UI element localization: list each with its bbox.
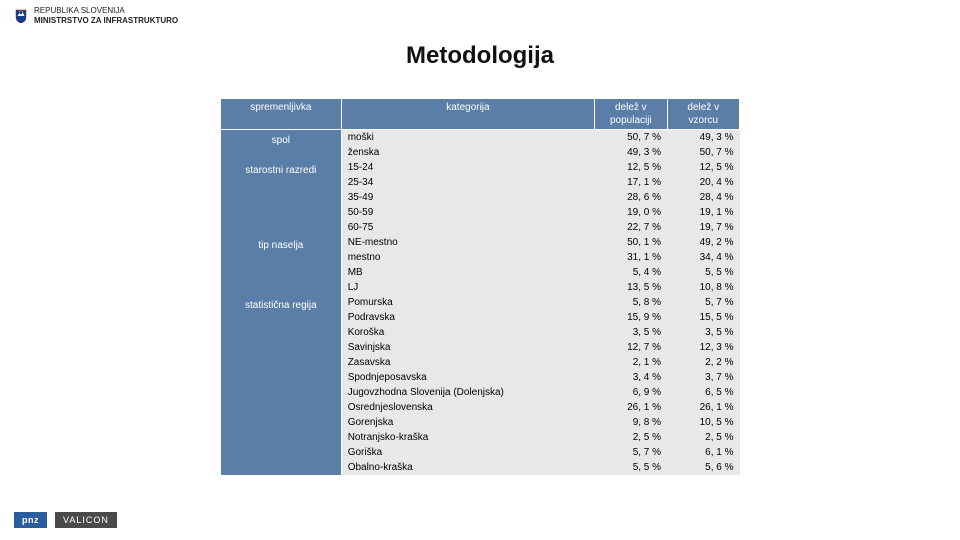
sample-share-cell: 3, 7 % [667, 370, 739, 385]
valicon-logo: VALICON [55, 512, 117, 528]
sample-share-cell: 2, 5 % [667, 430, 739, 445]
table-row: statistična regijaPomurska5, 8 %5, 7 % [221, 295, 740, 310]
category-cell: Podravska [341, 310, 594, 325]
th-pop-share: delež v populaciji [595, 99, 667, 130]
category-cell: MB [341, 265, 594, 280]
th-sample-share: delež v vzorcu [667, 99, 739, 130]
pop-share-cell: 3, 5 % [595, 325, 667, 340]
sample-share-cell: 49, 2 % [667, 235, 739, 250]
category-cell: 25-34 [341, 175, 594, 190]
sample-share-cell: 20, 4 % [667, 175, 739, 190]
category-cell: moški [341, 130, 594, 146]
category-cell: Osrednjeslovenska [341, 400, 594, 415]
table-row: tip naseljaNE-mestno50, 1 %49, 2 % [221, 235, 740, 250]
variable-cell: spol [221, 130, 342, 161]
category-cell: Spodnjeposavska [341, 370, 594, 385]
sample-share-cell: 12, 3 % [667, 340, 739, 355]
category-cell: Pomurska [341, 295, 594, 310]
sample-share-cell: 15, 5 % [667, 310, 739, 325]
pop-share-cell: 13, 5 % [595, 280, 667, 295]
category-cell: NE-mestno [341, 235, 594, 250]
category-cell: ženska [341, 145, 594, 160]
th-variable: spremenljivka [221, 99, 342, 130]
pop-share-cell: 15, 9 % [595, 310, 667, 325]
pop-share-cell: 12, 7 % [595, 340, 667, 355]
pop-share-cell: 5, 5 % [595, 460, 667, 475]
pop-share-cell: 6, 9 % [595, 385, 667, 400]
sample-share-cell: 2, 2 % [667, 355, 739, 370]
sample-share-cell: 3, 5 % [667, 325, 739, 340]
pop-share-cell: 12, 5 % [595, 160, 667, 175]
pop-share-cell: 50, 7 % [595, 130, 667, 146]
pop-share-cell: 17, 1 % [595, 175, 667, 190]
sample-share-cell: 28, 4 % [667, 190, 739, 205]
category-cell: Goriška [341, 445, 594, 460]
sample-share-cell: 12, 5 % [667, 160, 739, 175]
sample-share-cell: 5, 6 % [667, 460, 739, 475]
category-cell: Gorenjska [341, 415, 594, 430]
category-cell: 15-24 [341, 160, 594, 175]
pop-share-cell: 5, 7 % [595, 445, 667, 460]
pop-share-cell: 5, 8 % [595, 295, 667, 310]
category-cell: Notranjsko-kraška [341, 430, 594, 445]
th-category: kategorija [341, 99, 594, 130]
pop-share-cell: 5, 4 % [595, 265, 667, 280]
header-line1: REPUBLIKA SLOVENIJA [34, 6, 178, 16]
sample-share-cell: 19, 7 % [667, 220, 739, 235]
table-row: spolmoški50, 7 %49, 3 % [221, 130, 740, 146]
category-cell: Savinjska [341, 340, 594, 355]
sample-share-cell: 50, 7 % [667, 145, 739, 160]
pop-share-cell: 50, 1 % [595, 235, 667, 250]
ministry-text: REPUBLIKA SLOVENIJA MINISTRSTVO ZA INFRA… [34, 6, 178, 25]
header-line2: MINISTRSTVO ZA INFRASTRUKTURO [34, 16, 178, 26]
sample-share-cell: 10, 8 % [667, 280, 739, 295]
variable-cell: starostni razredi [221, 160, 342, 235]
category-cell: Jugovzhodna Slovenija (Dolenjska) [341, 385, 594, 400]
pop-share-cell: 19, 0 % [595, 205, 667, 220]
sample-share-cell: 6, 5 % [667, 385, 739, 400]
pop-share-cell: 49, 3 % [595, 145, 667, 160]
pop-share-cell: 3, 4 % [595, 370, 667, 385]
category-cell: 35-49 [341, 190, 594, 205]
sample-share-cell: 10, 5 % [667, 415, 739, 430]
pop-share-cell: 31, 1 % [595, 250, 667, 265]
sample-share-cell: 6, 1 % [667, 445, 739, 460]
pop-share-cell: 9, 8 % [595, 415, 667, 430]
category-cell: Koroška [341, 325, 594, 340]
table-row: starostni razredi15-2412, 5 %12, 5 % [221, 160, 740, 175]
sample-share-cell: 19, 1 % [667, 205, 739, 220]
variable-cell: tip naselja [221, 235, 342, 295]
category-cell: LJ [341, 280, 594, 295]
category-cell: 60-75 [341, 220, 594, 235]
sample-share-cell: 26, 1 % [667, 400, 739, 415]
pop-share-cell: 2, 1 % [595, 355, 667, 370]
variable-cell: statistična regija [221, 295, 342, 475]
sample-share-cell: 49, 3 % [667, 130, 739, 146]
category-cell: 50-59 [341, 205, 594, 220]
sample-share-cell: 34, 4 % [667, 250, 739, 265]
sample-share-cell: 5, 5 % [667, 265, 739, 280]
sample-share-cell: 5, 7 % [667, 295, 739, 310]
pop-share-cell: 26, 1 % [595, 400, 667, 415]
methodology-table: spremenljivka kategorija delež v populac… [220, 98, 740, 475]
ministry-header: REPUBLIKA SLOVENIJA MINISTRSTVO ZA INFRA… [14, 6, 178, 25]
page-title: Metodologija [0, 42, 960, 70]
slovenia-emblem-icon [14, 9, 28, 23]
footer-logos: pnz VALICON [14, 512, 117, 528]
pnz-logo: pnz [14, 512, 47, 528]
pop-share-cell: 2, 5 % [595, 430, 667, 445]
pop-share-cell: 28, 6 % [595, 190, 667, 205]
category-cell: Zasavska [341, 355, 594, 370]
category-cell: Obalno-kraška [341, 460, 594, 475]
category-cell: mestno [341, 250, 594, 265]
pop-share-cell: 22, 7 % [595, 220, 667, 235]
